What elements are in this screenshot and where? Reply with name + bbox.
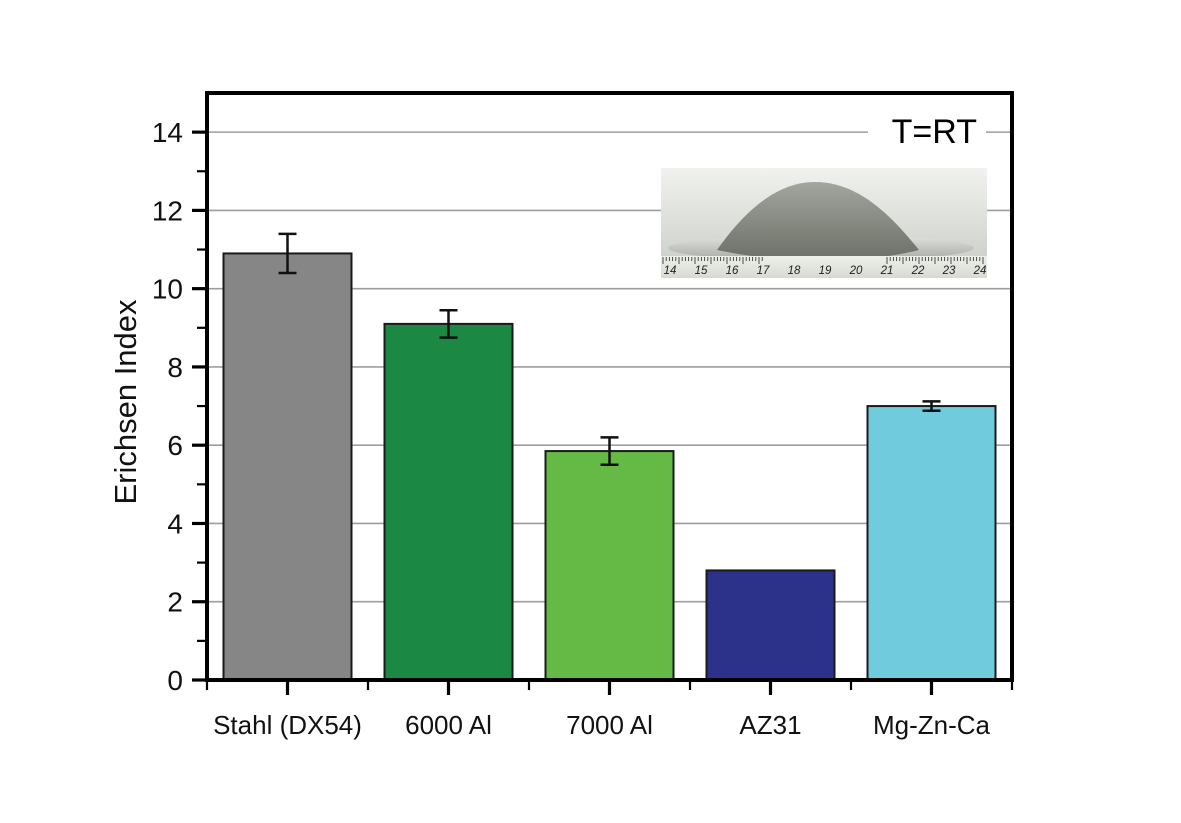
ruler-ticks <box>662 257 984 264</box>
x-axis-ticks <box>205 682 1014 695</box>
ruler-strip <box>661 256 987 278</box>
y-tick-label: 10 <box>152 274 183 305</box>
annotation-background <box>868 109 986 151</box>
y-tick-label: 0 <box>167 665 183 696</box>
x-category-label: 7000 Al <box>566 710 653 740</box>
ruler-number: 15 <box>695 265 708 277</box>
y-tick-label: 12 <box>152 195 183 226</box>
bar <box>383 322 514 681</box>
specimen-dome <box>717 182 919 260</box>
annotation-text: T=RT <box>892 113 977 151</box>
y-tick-label: 6 <box>167 430 183 461</box>
ruler-number: 19 <box>819 265 832 277</box>
bar <box>705 569 836 682</box>
error-bars <box>278 232 941 467</box>
ruler-number: 24 <box>973 265 987 277</box>
ruler-number: 16 <box>726 265 739 277</box>
y-tick-label: 8 <box>167 352 183 383</box>
y-tick-label: 4 <box>167 508 183 539</box>
ruler-number: 23 <box>942 265 956 277</box>
x-axis-category-labels: Stahl (DX54) 6000 Al 7000 Al AZ31 Mg-Zn-Ca <box>213 710 990 740</box>
x-category-label: AZ31 <box>739 710 801 740</box>
annotation-group: T=RT <box>868 109 986 151</box>
bar <box>544 450 675 681</box>
x-category-label: Mg-Zn-Ca <box>873 710 991 740</box>
plot-frame <box>205 91 1014 682</box>
x-category-label: Stahl (DX54) <box>213 710 362 740</box>
ruler-number: 22 <box>911 265 925 277</box>
y-axis-title: Erichsen Index <box>108 299 143 505</box>
ruler-number: 21 <box>880 265 894 277</box>
bar <box>866 405 997 681</box>
ruler-number: 17 <box>757 265 770 277</box>
inset-photo: 14 15 16 17 18 19 20 21 22 23 24 <box>661 168 987 278</box>
y-axis-tick-labels: 0 2 4 6 8 10 12 14 <box>152 117 183 696</box>
ruler-numbers: 14 15 16 17 18 19 20 21 22 23 24 <box>664 265 987 277</box>
x-category-label: 6000 Al <box>405 710 492 740</box>
ruler-number: 14 <box>664 265 677 277</box>
ruler-number: 18 <box>788 265 801 277</box>
ruler-number: 20 <box>849 265 863 277</box>
y-tick-label: 2 <box>167 587 183 618</box>
y-tick-label: 14 <box>152 117 183 148</box>
y-axis-ticks <box>192 130 205 682</box>
bar <box>222 252 353 682</box>
bars <box>222 252 997 682</box>
